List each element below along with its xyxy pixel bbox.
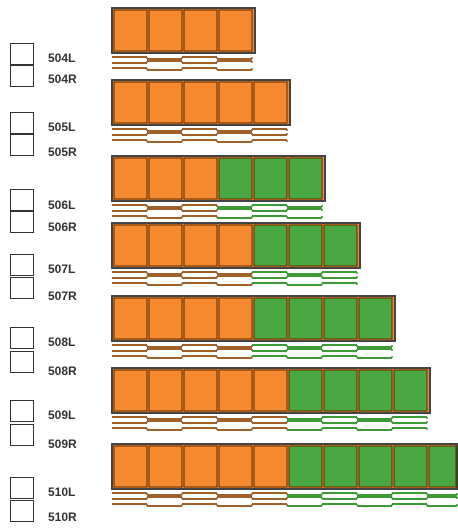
label-509R: 509R xyxy=(48,437,77,451)
orange-cell xyxy=(183,224,218,267)
label-508R: 508R xyxy=(48,364,77,378)
label-506L: 506L xyxy=(48,198,76,212)
green-cell xyxy=(218,157,253,200)
checkbox-505R[interactable] xyxy=(10,134,34,156)
checkbox-504R[interactable] xyxy=(10,65,34,87)
checkbox-505L[interactable] xyxy=(10,112,34,134)
checkbox-509R[interactable] xyxy=(10,424,34,446)
green-cell xyxy=(253,297,288,340)
label-510R: 510R xyxy=(48,510,77,524)
checkbox-510L[interactable] xyxy=(10,477,34,499)
orange-cell xyxy=(148,224,183,267)
green-cell xyxy=(288,224,323,267)
green-cell xyxy=(393,445,428,488)
label-504L: 504L xyxy=(48,51,76,65)
orange-cell xyxy=(183,297,218,340)
green-cell xyxy=(393,369,428,412)
label-507R: 507R xyxy=(48,289,77,303)
green-cell xyxy=(288,445,323,488)
orange-cell xyxy=(148,157,183,200)
checkbox-510R[interactable] xyxy=(10,500,34,522)
orange-cell xyxy=(218,81,253,124)
label-509L: 509L xyxy=(48,408,76,422)
orange-cell xyxy=(218,445,253,488)
orange-cell xyxy=(113,369,148,412)
orange-cell xyxy=(113,9,148,52)
orange-cell xyxy=(148,445,183,488)
orange-cell xyxy=(218,369,253,412)
label-507L: 507L xyxy=(48,262,76,276)
green-cell xyxy=(358,445,393,488)
orange-cell xyxy=(218,9,253,52)
orange-cell xyxy=(183,445,218,488)
green-cell xyxy=(323,297,358,340)
green-cell xyxy=(288,157,323,200)
orange-cell xyxy=(113,224,148,267)
orange-cell xyxy=(148,369,183,412)
green-cell xyxy=(323,445,358,488)
orange-cell xyxy=(218,224,253,267)
orange-cell xyxy=(183,81,218,124)
orange-cell xyxy=(183,9,218,52)
green-cell xyxy=(288,297,323,340)
orange-cell xyxy=(148,9,183,52)
orange-cell xyxy=(253,445,288,488)
orange-cell xyxy=(183,369,218,412)
checkbox-508L[interactable] xyxy=(10,327,34,349)
orange-cell xyxy=(183,157,218,200)
checkbox-508R[interactable] xyxy=(10,351,34,373)
checkbox-504L[interactable] xyxy=(10,43,34,65)
label-506R: 506R xyxy=(48,220,77,234)
checkbox-507L[interactable] xyxy=(10,254,34,276)
label-508L: 508L xyxy=(48,335,76,349)
orange-cell xyxy=(253,369,288,412)
orange-cell xyxy=(218,297,253,340)
green-cell xyxy=(323,224,358,267)
checkbox-506R[interactable] xyxy=(10,211,34,233)
green-cell xyxy=(428,445,457,488)
green-cell xyxy=(253,157,288,200)
label-505L: 505L xyxy=(48,120,76,134)
orange-cell xyxy=(253,81,288,124)
green-cell xyxy=(288,369,323,412)
orange-cell xyxy=(148,297,183,340)
orange-cell xyxy=(113,297,148,340)
orange-cell xyxy=(148,81,183,124)
label-510L: 510L xyxy=(48,485,76,499)
checkbox-506L[interactable] xyxy=(10,189,34,211)
green-cell xyxy=(323,369,358,412)
orange-cell xyxy=(113,445,148,488)
orange-cell xyxy=(113,81,148,124)
checkbox-509L[interactable] xyxy=(10,400,34,422)
label-504R: 504R xyxy=(48,72,77,86)
green-cell xyxy=(358,369,393,412)
label-505R: 505R xyxy=(48,145,77,159)
orange-cell xyxy=(113,157,148,200)
green-cell xyxy=(358,297,393,340)
green-cell xyxy=(253,224,288,267)
checkbox-507R[interactable] xyxy=(10,277,34,299)
